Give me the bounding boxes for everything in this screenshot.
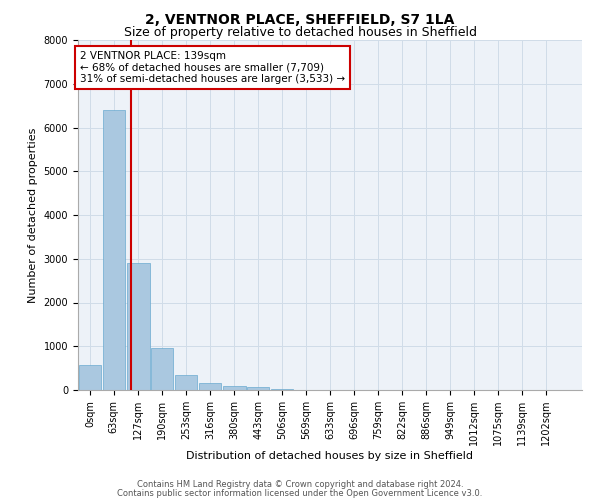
Text: 2 VENTNOR PLACE: 139sqm
← 68% of detached houses are smaller (7,709)
31% of semi: 2 VENTNOR PLACE: 139sqm ← 68% of detache… <box>80 51 345 84</box>
Bar <box>199 384 221 390</box>
Text: Contains public sector information licensed under the Open Government Licence v3: Contains public sector information licen… <box>118 488 482 498</box>
Bar <box>175 374 197 390</box>
Bar <box>223 386 245 390</box>
Text: Contains HM Land Registry data © Crown copyright and database right 2024.: Contains HM Land Registry data © Crown c… <box>137 480 463 489</box>
Bar <box>247 388 269 390</box>
X-axis label: Distribution of detached houses by size in Sheffield: Distribution of detached houses by size … <box>187 451 473 461</box>
Bar <box>127 263 149 390</box>
Text: 2, VENTNOR PLACE, SHEFFIELD, S7 1LA: 2, VENTNOR PLACE, SHEFFIELD, S7 1LA <box>145 12 455 26</box>
Bar <box>79 365 101 390</box>
Y-axis label: Number of detached properties: Number of detached properties <box>28 128 38 302</box>
Bar <box>103 110 125 390</box>
Bar <box>151 348 173 390</box>
Text: Size of property relative to detached houses in Sheffield: Size of property relative to detached ho… <box>124 26 476 39</box>
